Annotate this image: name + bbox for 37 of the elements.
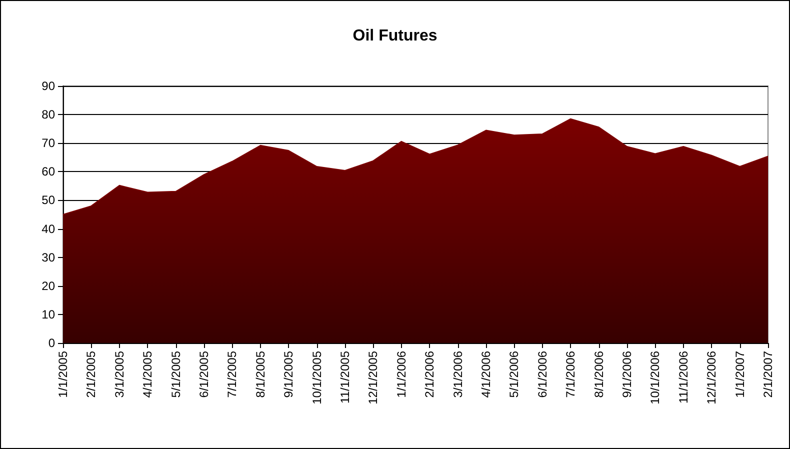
x-tick-label: 1/1/2007 bbox=[732, 350, 747, 398]
x-tick-label: 3/1/2005 bbox=[112, 350, 126, 398]
y-tick-label: 80 bbox=[42, 108, 56, 122]
x-tick-label: 12/1/2006 bbox=[704, 350, 719, 404]
x-tick-label: 10/1/2005 bbox=[310, 350, 324, 404]
x-tick-label: 7/1/2006 bbox=[564, 350, 578, 398]
x-tick-label: 8/1/2005 bbox=[253, 350, 268, 398]
x-tick-label: 6/1/2006 bbox=[535, 350, 550, 398]
x-tick-label: 9/1/2005 bbox=[282, 350, 296, 398]
y-tick-label: 50 bbox=[42, 193, 56, 208]
x-tick-label: 11/1/2005 bbox=[338, 350, 352, 404]
chart-title: Oil Futures bbox=[352, 28, 438, 44]
x-tick-label: 5/1/2005 bbox=[168, 350, 183, 398]
x-tick-label: 1/1/2006 bbox=[394, 350, 408, 398]
x-tick-label: 3/1/2006 bbox=[450, 350, 465, 398]
y-tick-label: 30 bbox=[42, 250, 56, 264]
x-tick-label: 4/1/2006 bbox=[479, 350, 493, 398]
y-tick-label: 20 bbox=[42, 278, 56, 293]
y-tick-label: 90 bbox=[42, 79, 56, 93]
y-tick-label: 10 bbox=[42, 307, 56, 322]
x-tick-label: 4/1/2005 bbox=[140, 350, 155, 398]
x-tick-label: 7/1/2005 bbox=[225, 350, 240, 398]
x-tick-label: 12/1/2005 bbox=[366, 350, 380, 404]
x-tick-label: 2/1/2005 bbox=[84, 350, 98, 398]
x-tick-label: 11/1/2006 bbox=[676, 350, 690, 404]
y-tick-label: 70 bbox=[42, 136, 56, 150]
x-tick-label: 5/1/2006 bbox=[507, 350, 522, 398]
x-tick-label: 10/1/2006 bbox=[648, 350, 662, 404]
x-tick-label: 8/1/2006 bbox=[592, 350, 606, 398]
x-tick-label: 2/1/2006 bbox=[422, 350, 437, 398]
x-tick-label: 2/1/2007 bbox=[761, 350, 775, 398]
x-tick-label: 9/1/2006 bbox=[620, 350, 634, 398]
y-tick-label: 60 bbox=[42, 164, 56, 179]
y-tick-label: 40 bbox=[42, 222, 56, 236]
y-tick-label: 0 bbox=[48, 336, 56, 350]
x-tick-label: 1/1/2005 bbox=[56, 350, 70, 398]
x-tick-label: 6/1/2005 bbox=[197, 350, 211, 398]
